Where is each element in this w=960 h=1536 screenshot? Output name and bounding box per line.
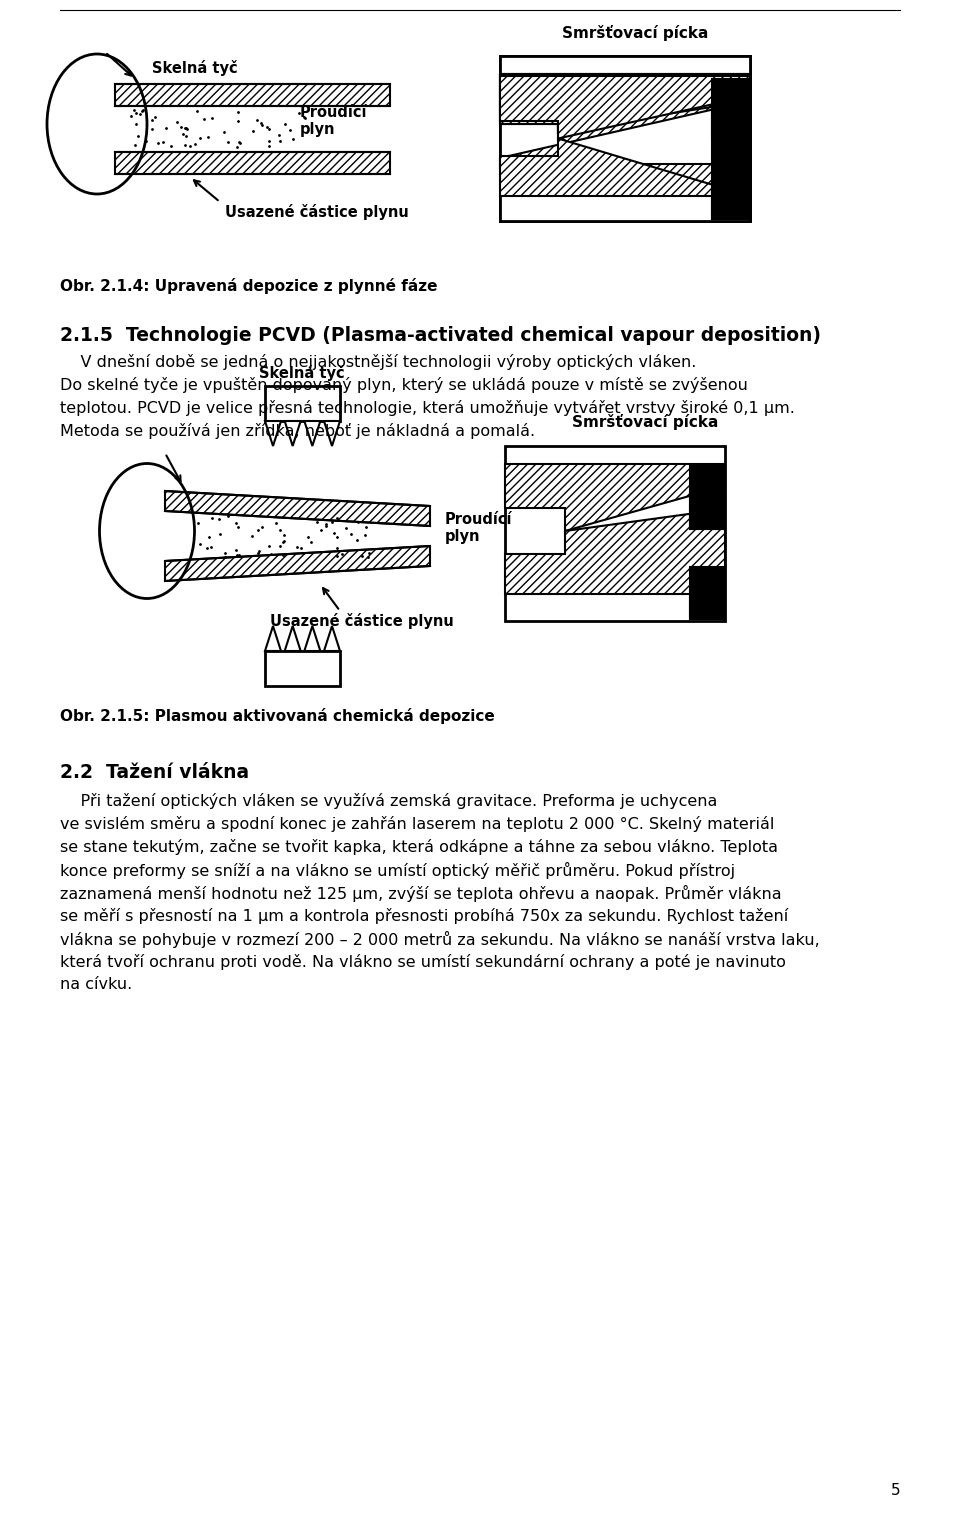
Bar: [690, 465, 725, 528]
Polygon shape: [324, 421, 340, 445]
Bar: [712, 104, 750, 137]
Polygon shape: [324, 627, 340, 651]
Text: 2.2  Tažení vlákna: 2.2 Tažení vlákna: [60, 763, 250, 782]
Text: se stane tekutým, začne se tvořit kapka, která odkápne a táhne za sebou vlákno. : se stane tekutým, začne se tvořit kapka,…: [60, 839, 778, 856]
Text: teplotou. PCVD je velice přesná technologie, která umožňuje vytvářet vrstvy širo: teplotou. PCVD je velice přesná technolo…: [60, 399, 795, 416]
Text: se měří s přesností na 1 μm a kontrola přesnosti probíhá 750x za sekundu. Rychlo: se měří s přesností na 1 μm a kontrola p…: [60, 908, 788, 925]
Bar: [115, 84, 390, 106]
Text: Skelná tyč: Skelná tyč: [259, 366, 345, 381]
Polygon shape: [265, 627, 281, 651]
Text: Usazené částice plynu: Usazené částice plynu: [225, 204, 409, 220]
Polygon shape: [165, 545, 430, 581]
Text: 5: 5: [890, 1482, 900, 1498]
Polygon shape: [500, 74, 750, 134]
Text: na cívku.: na cívku.: [60, 977, 132, 992]
Text: V dnešní době se jedná o nejjakostnější technologii výroby optických vláken.: V dnešní době se jedná o nejjakostnější …: [60, 353, 696, 370]
Text: Proudící
plyn: Proudící plyn: [445, 511, 513, 544]
Polygon shape: [165, 511, 430, 561]
Text: která tvoří ochranu proti vodě. Na vlákno se umístí sekundární ochrany a poté je: která tvoří ochranu proti vodě. Na vlákn…: [60, 954, 786, 971]
Text: zaznamená menší hodnotu než 125 μm, zvýší se teplota ohřevu a naopak. Průměr vlá: zaznamená menší hodnotu než 125 μm, zvýš…: [60, 885, 781, 902]
Text: konce preformy se sníží a na vlákno se umístí optický měřič průměru. Pokud příst: konce preformy se sníží a na vlákno se u…: [60, 862, 735, 879]
Text: Obr. 2.1.4: Upravená depozice z plynné fáze: Obr. 2.1.4: Upravená depozice z plynné f…: [60, 278, 438, 293]
Polygon shape: [500, 74, 750, 131]
Polygon shape: [500, 75, 750, 138]
Bar: [690, 567, 725, 619]
Text: Obr. 2.1.5: Plasmou aktivovaná chemická depozice: Obr. 2.1.5: Plasmou aktivovaná chemická …: [60, 708, 494, 723]
Text: Metoda se používá jen zřídka, neboť je nákladná a pomalá.: Metoda se používá jen zřídka, neboť je n…: [60, 422, 535, 439]
Polygon shape: [500, 138, 750, 197]
Text: vlákna se pohybuje v rozmezí 200 – 2 000 metrů za sekundu. Na vlákno se nanáší v: vlákna se pohybuje v rozmezí 200 – 2 000…: [60, 931, 820, 948]
Text: Do skelné tyče je vpuštěn dopovaný plyn, který se ukládá pouze v místě se zvýšen: Do skelné tyče je vpuštěn dopovaný plyn,…: [60, 376, 748, 393]
Polygon shape: [165, 492, 430, 525]
Bar: [115, 152, 390, 174]
Text: Usazené částice plynu: Usazené částice plynu: [270, 613, 454, 630]
Text: ve svislém směru a spodní konec je zahřán laserem na teplotu 2 000 °C. Skelný ma: ve svislém směru a spodní konec je zahřá…: [60, 816, 775, 833]
Polygon shape: [500, 101, 750, 186]
Polygon shape: [304, 627, 321, 651]
Text: Při tažení optických vláken se využívá zemská gravitace. Preforma je uchycena: Při tažení optických vláken se využívá z…: [60, 793, 717, 809]
Polygon shape: [304, 421, 321, 445]
Bar: [690, 499, 725, 528]
Bar: [265, 386, 340, 421]
Bar: [505, 445, 725, 621]
Bar: [500, 55, 750, 221]
Text: 2.1.5  Technologie PCVD (Plasma-activated chemical vapour deposition): 2.1.5 Technologie PCVD (Plasma-activated…: [60, 326, 821, 346]
Polygon shape: [505, 508, 725, 594]
Bar: [500, 55, 750, 221]
Polygon shape: [285, 421, 300, 445]
Text: Smršťovací pícka: Smršťovací pícka: [572, 415, 718, 430]
Text: Proudící
plyn: Proudící plyn: [300, 104, 368, 137]
Bar: [712, 138, 750, 220]
Polygon shape: [285, 627, 300, 651]
Bar: [712, 189, 750, 220]
Bar: [690, 590, 725, 617]
Polygon shape: [505, 464, 725, 531]
Bar: [115, 106, 390, 152]
Text: Smršťovací pícka: Smršťovací pícka: [562, 25, 708, 41]
Text: Skelná tyč: Skelná tyč: [153, 60, 238, 75]
Bar: [712, 78, 750, 137]
Bar: [265, 651, 340, 687]
Polygon shape: [265, 421, 281, 445]
